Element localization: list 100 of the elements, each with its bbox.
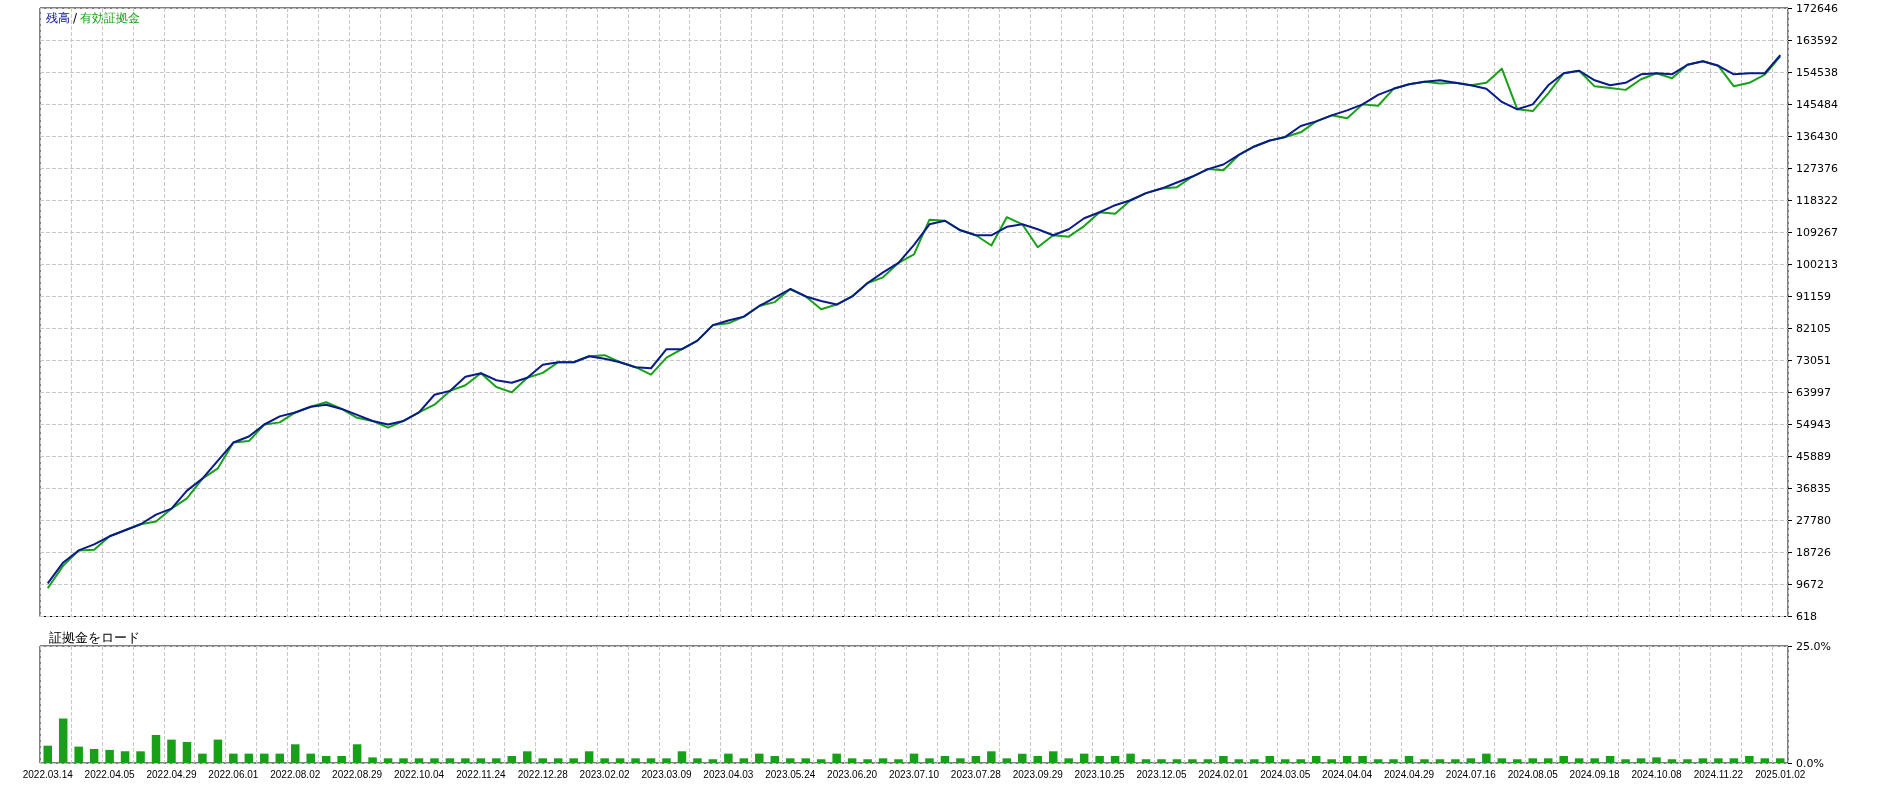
bar	[662, 758, 671, 763]
bar	[167, 739, 176, 763]
x-tick-label: 2022.03.14	[22, 768, 74, 780]
bar	[1033, 755, 1043, 763]
bar	[708, 759, 718, 763]
bar	[1079, 753, 1089, 763]
x-tick-label: 2022.11.24	[456, 768, 506, 780]
y-tick-label: 109267	[1796, 225, 1838, 239]
bar	[1265, 755, 1275, 763]
bar	[1652, 757, 1661, 763]
bar	[1296, 759, 1305, 763]
bar	[615, 758, 625, 763]
bar	[507, 755, 517, 763]
bar	[105, 749, 114, 763]
x-tick-label: 2022.10.04	[393, 768, 445, 780]
bar	[89, 748, 99, 763]
bar	[1667, 759, 1677, 763]
bar	[1559, 755, 1568, 763]
x-tick-label: 2023.04.03	[703, 768, 754, 780]
bar	[244, 753, 254, 763]
bar	[352, 744, 362, 763]
x-tick-label: 2023.02.02	[579, 768, 631, 780]
bar	[925, 758, 934, 763]
bar	[260, 753, 269, 763]
y-tick-label: 618	[1796, 610, 1817, 623]
x-tick-label: 2025.01.02	[1755, 768, 1806, 780]
bar	[1219, 755, 1228, 763]
bar	[1621, 759, 1630, 763]
bar	[1590, 758, 1599, 763]
x-tick-label: 2023.07.10	[888, 768, 940, 780]
bar	[445, 758, 455, 763]
bar	[476, 758, 486, 763]
bar	[785, 758, 795, 763]
bar	[971, 755, 981, 763]
bar	[1543, 758, 1553, 763]
bar	[1636, 758, 1646, 763]
bar	[1729, 758, 1739, 763]
bar	[74, 746, 83, 763]
bar	[553, 758, 563, 763]
bar	[1760, 758, 1770, 763]
bar	[198, 753, 207, 763]
bar	[1188, 759, 1197, 763]
bar	[290, 744, 300, 763]
bar	[1776, 758, 1785, 763]
bar	[1404, 755, 1414, 763]
bar	[878, 758, 888, 763]
bar	[337, 755, 346, 763]
bar	[1250, 759, 1259, 763]
bar	[1605, 755, 1615, 763]
y-tick-label: 63997	[1796, 385, 1831, 399]
bar	[399, 758, 408, 763]
bar	[1745, 755, 1754, 763]
y-tick-label: 25.0%	[1796, 639, 1831, 653]
y-tick-label: 0.0%	[1796, 756, 1824, 770]
y-tick-label: 136430	[1796, 129, 1838, 143]
y-tick-label: 172646	[1796, 1, 1838, 15]
x-tick-label: 2023.03.09	[641, 768, 692, 780]
x-tick-label: 2022.08.29	[332, 768, 383, 780]
x-tick-label: 2024.04.04	[1322, 768, 1373, 780]
x-tick-label: 2024.03.05	[1260, 768, 1311, 780]
bar	[414, 758, 424, 763]
bar	[1574, 758, 1584, 763]
bar	[461, 758, 470, 763]
x-tick-label: 2023.06.20	[827, 768, 878, 780]
bar	[646, 758, 656, 763]
y-tick-label: 127376	[1796, 161, 1838, 175]
y-tick-label: 154538	[1796, 65, 1838, 79]
bar	[1095, 755, 1104, 763]
bar	[1342, 755, 1352, 763]
bar	[58, 718, 68, 763]
bar	[1172, 759, 1182, 763]
bar	[383, 758, 393, 763]
y-tick-label: 73051	[1796, 353, 1831, 367]
bar	[1311, 755, 1321, 763]
y-tick-label: 27780	[1796, 513, 1831, 527]
x-tick-label: 2022.08.02	[270, 768, 321, 780]
bar	[569, 758, 578, 763]
x-tick-label: 2023.10.25	[1074, 768, 1126, 780]
bar	[600, 758, 609, 763]
bar	[894, 759, 903, 763]
bar	[492, 758, 501, 763]
bar	[1389, 759, 1398, 763]
bar	[1064, 758, 1073, 763]
y-tick-label: 163592	[1796, 33, 1838, 47]
x-tick-label: 2022.06.01	[208, 768, 259, 780]
y-tick-label: 36835	[1796, 481, 1831, 495]
bar	[987, 751, 996, 763]
bar	[832, 753, 841, 763]
bar	[1157, 759, 1166, 763]
bar	[1420, 759, 1429, 763]
x-tick-label: 2024.08.05	[1507, 768, 1559, 780]
bar	[1048, 751, 1058, 763]
bar	[1327, 759, 1336, 763]
bar	[1451, 759, 1460, 763]
bar	[1683, 759, 1692, 763]
x-tick-label: 2023.09.29	[1012, 768, 1064, 780]
x-tick-label: 2024.07.16	[1445, 768, 1497, 780]
bar	[1002, 758, 1012, 763]
y-tick-label: 118322	[1796, 193, 1838, 207]
x-tick-label: 2024.09.18	[1569, 768, 1621, 780]
